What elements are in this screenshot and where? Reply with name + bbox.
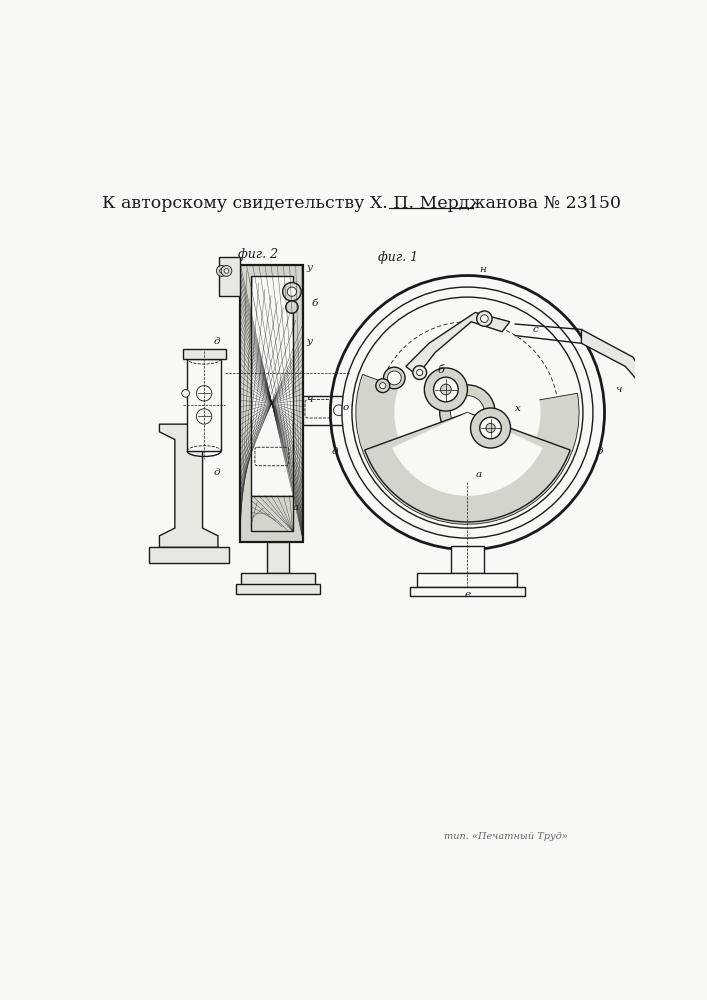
Bar — [303, 396, 344, 425]
Circle shape — [342, 287, 593, 538]
Text: д: д — [332, 447, 339, 456]
Circle shape — [440, 384, 451, 395]
Bar — [182, 349, 226, 359]
Circle shape — [440, 385, 495, 440]
Polygon shape — [406, 312, 510, 376]
Text: х: х — [515, 404, 520, 413]
Polygon shape — [581, 329, 641, 378]
Bar — [417, 573, 518, 587]
Circle shape — [424, 368, 467, 411]
Circle shape — [413, 366, 426, 379]
FancyBboxPatch shape — [305, 400, 331, 418]
Circle shape — [182, 389, 189, 397]
Text: ч: ч — [306, 395, 312, 404]
Bar — [409, 587, 525, 596]
FancyBboxPatch shape — [255, 447, 288, 466]
Circle shape — [283, 282, 301, 301]
Text: фиг. 1: фиг. 1 — [378, 251, 419, 264]
Text: д: д — [597, 447, 603, 456]
Text: е: е — [464, 590, 470, 599]
Circle shape — [287, 287, 296, 296]
Bar — [240, 265, 303, 542]
Circle shape — [197, 409, 212, 424]
Circle shape — [197, 386, 212, 401]
Text: у: у — [307, 263, 312, 272]
Circle shape — [224, 269, 229, 273]
Circle shape — [486, 423, 495, 433]
Circle shape — [480, 417, 501, 439]
Circle shape — [471, 408, 510, 448]
Circle shape — [221, 266, 232, 276]
Circle shape — [395, 339, 541, 486]
Bar — [251, 276, 293, 496]
Circle shape — [376, 379, 390, 393]
Circle shape — [416, 369, 423, 376]
Wedge shape — [365, 413, 570, 522]
Text: б: б — [437, 365, 444, 375]
Text: н: н — [479, 265, 486, 274]
Polygon shape — [160, 424, 218, 547]
Circle shape — [286, 301, 298, 313]
Circle shape — [481, 315, 489, 323]
Text: фиг. 2: фиг. 2 — [238, 248, 278, 261]
Text: д: д — [214, 337, 221, 346]
Circle shape — [477, 311, 492, 326]
Circle shape — [216, 266, 227, 276]
Circle shape — [380, 383, 386, 389]
Circle shape — [433, 377, 458, 402]
Polygon shape — [420, 362, 515, 452]
Text: ч: ч — [615, 385, 621, 394]
Circle shape — [334, 405, 344, 416]
Text: К авторскому свидетельству Х. П. Мерджанова № 23150: К авторскому свидетельству Х. П. Мерджан… — [103, 195, 621, 212]
Circle shape — [387, 371, 402, 385]
Bar — [187, 359, 221, 451]
Polygon shape — [148, 547, 229, 563]
Text: с: с — [532, 325, 538, 334]
Wedge shape — [356, 374, 579, 524]
Bar — [451, 546, 484, 573]
Text: д: д — [214, 468, 221, 477]
Text: б: б — [311, 299, 317, 308]
Bar — [267, 542, 288, 573]
Text: у: у — [307, 337, 312, 346]
Circle shape — [219, 269, 224, 273]
Wedge shape — [392, 413, 543, 496]
Text: а: а — [476, 470, 482, 479]
Text: а: а — [293, 503, 299, 512]
Text: тип. «Печатный Труд»: тип. «Печатный Труд» — [444, 832, 568, 841]
Bar — [218, 257, 240, 296]
Bar — [241, 573, 315, 587]
Text: о: о — [343, 403, 349, 412]
Circle shape — [450, 396, 484, 430]
Bar — [251, 496, 293, 531]
Bar — [235, 584, 320, 594]
Circle shape — [383, 367, 405, 389]
